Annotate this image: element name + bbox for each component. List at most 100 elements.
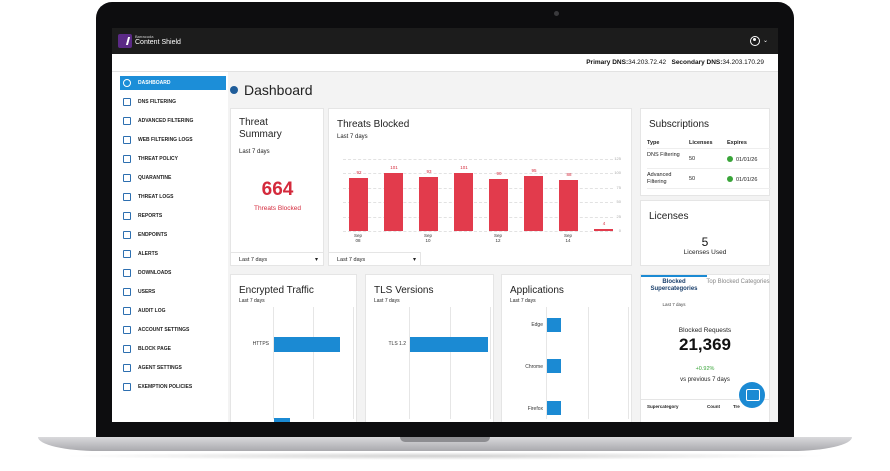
sidebar-item-threat-logs[interactable]: THREAT LOGS (120, 190, 226, 204)
dropdown-value: Last 7 days (239, 257, 268, 263)
column-header: Type (647, 140, 660, 146)
column-header: Expires (727, 140, 747, 146)
licenses-label: Licenses Used (683, 249, 727, 256)
gridline (343, 216, 613, 218)
sidebar-item-audit-log[interactable]: AUDIT LOG (120, 304, 226, 318)
sidebar-item-agent-settings[interactable]: AGENT SETTINGS (120, 361, 226, 375)
user-account-icon[interactable] (750, 36, 760, 46)
chart-bar (419, 177, 438, 231)
sidebar-item-alerts[interactable]: ALERTS (120, 247, 226, 261)
chart-bar (349, 178, 368, 231)
sidebar-item-account-settings[interactable]: ACCOUNT SETTINGS (120, 323, 226, 337)
period-dropdown[interactable]: Last 7 days ▾ (231, 252, 323, 265)
licenses-count: 5 (701, 235, 709, 249)
chart-axis (409, 307, 410, 419)
threats-blocked-card: Threats Blocked Last 7 days 125 100 75 50 25… (328, 108, 632, 266)
gridline (450, 307, 451, 419)
threats-blocked-title: Threats Blocked (337, 119, 410, 130)
exemption-icon (123, 383, 131, 391)
change-label: vs previous 7 days (680, 377, 730, 383)
chevron-down-icon[interactable]: ⌄ (763, 38, 769, 44)
bar-value-label: 88 (566, 172, 572, 178)
period-dropdown[interactable]: Last 7 days ▾ (329, 252, 421, 265)
gridline (353, 307, 354, 419)
y-tick-label: 50 (616, 199, 621, 205)
sidebar-item-web-filtering-logs[interactable]: WEB FILTERING LOGS (120, 133, 226, 147)
chart-axis (273, 307, 274, 419)
subscription-licenses: 50 (689, 176, 696, 182)
threat-summary-card: Threat Summary Last 7 days 664 Threats Bl… (230, 108, 324, 266)
bar-value-label: 95 (531, 168, 537, 174)
gridline (343, 187, 613, 189)
barracuda-logo-icon[interactable] (118, 34, 132, 48)
bar-chart-icon (123, 212, 131, 220)
encrypted-traffic-card: Encrypted Traffic Last 7 days HTTPS (230, 274, 357, 422)
encrypted-traffic-title: Encrypted Traffic (239, 285, 314, 296)
sidebar-item-label: DNS FILTERING (138, 99, 176, 105)
tab-top-blocked-categories[interactable]: Top Blocked Categories (706, 279, 770, 285)
sidebar-item-threat-policy[interactable]: THREAT POLICY (120, 152, 226, 166)
audit-icon (123, 307, 131, 315)
dns-icon (123, 98, 131, 106)
sidebar-item-endpoints[interactable]: ENDPOINTS (120, 228, 226, 242)
expires-date: 01/01/26 (736, 177, 758, 183)
sidebar-item-dashboard[interactable]: DASHBOARD (120, 76, 226, 90)
y-tick-label: 100 (614, 170, 621, 176)
sidebar-item-reports[interactable]: REPORTS (120, 209, 226, 223)
chat-button[interactable] (739, 382, 765, 408)
edge-bar (547, 318, 561, 332)
gridline (343, 231, 613, 232)
laptop-notch (400, 437, 490, 442)
bar-label: Edge (531, 322, 543, 328)
logs-icon (123, 136, 131, 144)
gridline (313, 307, 314, 419)
y-tick-label: 75 (616, 184, 621, 190)
tls-bar (410, 337, 488, 352)
sidebar-item-users[interactable]: USERS (120, 285, 226, 299)
column-header: Tre (733, 404, 740, 409)
sidebar-item-label: DASHBOARD (138, 80, 171, 86)
gridline (490, 307, 491, 419)
sidebar-item-label: BLOCK PAGE (138, 346, 171, 352)
sidebar-item-advanced-filtering[interactable]: ADVANCED FILTERING (120, 114, 226, 128)
chrome-bar (547, 359, 561, 373)
active-tab-indicator (641, 275, 707, 277)
firefox-bar (547, 401, 561, 415)
sidebar-item-label: REPORTS (138, 213, 163, 219)
dns-bar: Primary DNS:34.203.72.42 Secondary DNS:3… (112, 54, 778, 72)
table-row: DNS Filtering 50 01/01/26 (647, 149, 771, 169)
shield-icon (123, 155, 131, 163)
chart-bar (454, 172, 473, 231)
threats-count: 664 (261, 179, 294, 200)
download-icon (123, 269, 131, 277)
sidebar-item-label: THREAT LOGS (138, 194, 174, 200)
subscription-licenses: 50 (689, 156, 696, 162)
bar-value-label: 92 (356, 170, 362, 175)
sidebar-item-exemption-policies[interactable]: EXEMPTION POLICIES (120, 380, 226, 394)
title-line: Summary (239, 129, 282, 140)
bar-label: Chrome (525, 364, 543, 370)
subscriptions-card: Subscriptions Type Licenses Expires DNS … (640, 108, 771, 196)
licenses-card: Licenses 5 Licenses Used (640, 200, 770, 266)
laptop-base (38, 437, 852, 451)
tab-blocked-supercategories[interactable]: Blocked Supercategories (650, 279, 698, 292)
sidebar-item-dns-filtering[interactable]: DNS FILTERING (120, 95, 226, 109)
gridline (588, 307, 589, 419)
bar-value-label: 93 (426, 169, 432, 175)
sidebar-item-quarantine[interactable]: QUARANTINE (120, 171, 226, 185)
bar-value-label: 101 (390, 164, 398, 170)
chart-bar (594, 228, 613, 231)
caret-down-icon: ▾ (413, 257, 417, 263)
sidebar-item-block-page[interactable]: BLOCK PAGE (120, 342, 226, 356)
sidebar-item-label: USERS (138, 289, 156, 295)
page-title: Dashboard (244, 82, 313, 98)
secondary-dns-label: Secondary DNS: (671, 59, 723, 66)
table-icon (123, 193, 131, 201)
sidebar-item-downloads[interactable]: DOWNLOADS (120, 266, 226, 280)
users-icon (123, 288, 131, 296)
sidebar-item-label: EXEMPTION POLICIES (138, 384, 193, 390)
threat-summary-period: Last 7 days (239, 149, 270, 155)
column-header: Count (707, 404, 720, 409)
table-header: Type Licenses Expires (647, 137, 771, 149)
applications-title: Applications (510, 285, 564, 296)
